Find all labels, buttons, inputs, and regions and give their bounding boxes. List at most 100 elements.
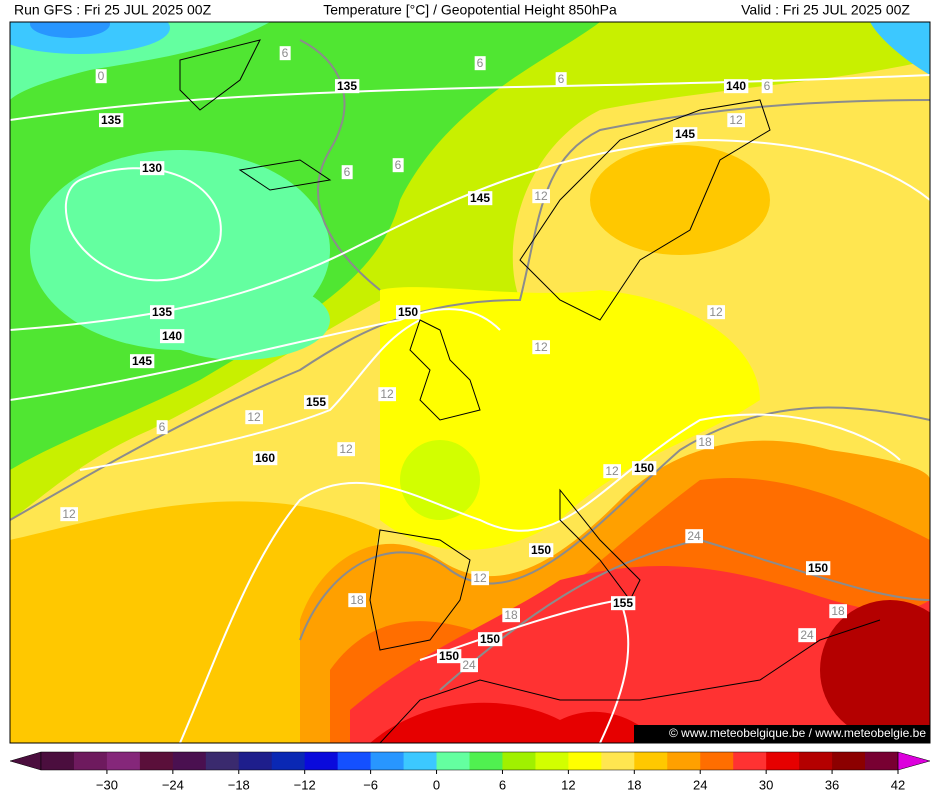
- height-label: 135: [152, 305, 172, 319]
- height-label: 140: [726, 79, 746, 93]
- coastline: [369, 529, 471, 651]
- height-contour: [179, 413, 901, 743]
- height-label: 150: [398, 305, 418, 319]
- colorbar-swatch: [73, 752, 108, 770]
- height-label: 160: [255, 451, 275, 465]
- colorbar-tick-label: 6: [499, 777, 506, 792]
- colorbar-swatch: [436, 752, 470, 770]
- height-label: 150: [439, 649, 459, 663]
- height-label: 150: [634, 461, 654, 475]
- map-frame: [9, 21, 931, 744]
- label-box: [474, 56, 486, 71]
- label-box: [95, 69, 107, 84]
- coastline: [519, 99, 771, 321]
- colorbar-swatch: [205, 752, 240, 770]
- colorbar-swatch: [865, 752, 899, 770]
- label-box: [129, 354, 155, 369]
- label-box: [436, 649, 462, 664]
- colorbar-tick-label: 30: [759, 777, 773, 792]
- label-box: [707, 305, 725, 320]
- label-box: [303, 395, 329, 410]
- temperature-label: 24: [687, 529, 701, 543]
- height-contour: [10, 138, 930, 331]
- label-box: [727, 113, 745, 128]
- colorbar-swatch: [41, 752, 75, 770]
- temperature-label: 18: [698, 435, 712, 449]
- height-label: 140: [162, 329, 182, 343]
- label-box: [348, 593, 366, 608]
- label-box: [631, 461, 657, 476]
- label-box: [98, 113, 124, 128]
- label-box: [341, 165, 353, 180]
- field: [590, 145, 770, 255]
- colorbar-swatch: [601, 752, 635, 770]
- height-label: 135: [337, 79, 357, 93]
- colorbar-swatch: [238, 752, 273, 770]
- watermark-box: [634, 725, 930, 743]
- valid-label: Valid : Fri 25 JUL 2025 00Z: [741, 2, 910, 18]
- label-box: [378, 387, 396, 402]
- height-label: 155: [613, 596, 633, 610]
- label-box: [805, 561, 831, 576]
- temperature-label: 12: [339, 442, 353, 456]
- colorbar-tick-label: 18: [627, 777, 641, 792]
- colorbar-swatch: [502, 752, 536, 770]
- colorbar-swatch: [370, 752, 405, 770]
- label-box: [610, 596, 636, 611]
- colorbar-tick-label: −6: [363, 777, 378, 792]
- label-box: [460, 658, 478, 673]
- field: [10, 501, 380, 743]
- temperature-label: 12: [380, 387, 394, 401]
- label-box: [603, 464, 621, 479]
- temperature-contour: [10, 99, 930, 521]
- contour-labels: 135 140 135 145 130 145 135 150 140 145 …: [60, 46, 847, 673]
- label-box: [139, 161, 165, 176]
- label-box: [532, 189, 550, 204]
- colorbar-swatch: [271, 752, 306, 770]
- map-title: Temperature [°C] / Geopotential Height 8…: [323, 2, 617, 18]
- temperature-label: 12: [534, 189, 548, 203]
- temperature-label: 6: [477, 56, 484, 70]
- temperature-label: 6: [558, 72, 565, 86]
- height-label: 130: [142, 161, 162, 175]
- colorbar-swatch: [766, 752, 800, 770]
- temperature-label: 6: [764, 79, 771, 93]
- height-label: 135: [101, 113, 121, 127]
- label-box: [245, 410, 263, 425]
- colorbar-swatch: [634, 752, 668, 770]
- colorbar-swatch: [700, 752, 734, 770]
- colorbar-tick-label: 36: [825, 777, 839, 792]
- label-box: [149, 305, 175, 320]
- coastline: [379, 619, 881, 743]
- label-box: [477, 632, 503, 647]
- label-box: [395, 305, 421, 320]
- temperature-label: 12: [729, 113, 743, 127]
- label-box: [159, 329, 185, 344]
- run-label: Run GFS : Fri 25 JUL 2025 00Z: [14, 2, 212, 18]
- label-box: [761, 79, 773, 94]
- temperature-label: 12: [247, 410, 261, 424]
- colorbar-tick-label: −12: [294, 777, 316, 792]
- colorbar-frame: [40, 751, 899, 771]
- label-box: [252, 451, 278, 466]
- label-box: [467, 191, 493, 206]
- colorbar-swatch: [469, 752, 503, 770]
- temperature-contour: [299, 39, 381, 291]
- temperature-label: 12: [534, 340, 548, 354]
- temperature-label: 0: [98, 69, 105, 83]
- colorbar-swatch: [172, 752, 207, 770]
- label-box: [723, 79, 749, 94]
- label-box: [334, 79, 360, 94]
- label-box: [156, 420, 168, 435]
- field: [400, 440, 480, 520]
- colorbar-swatch: [535, 752, 569, 770]
- temperature-label: 6: [159, 420, 166, 434]
- colorbar-swatch: [106, 752, 141, 770]
- coastline: [179, 39, 332, 191]
- temperature-label: 18: [350, 593, 364, 607]
- temperature-label: 24: [462, 658, 476, 672]
- height-label: 155: [306, 395, 326, 409]
- label-box: [392, 158, 404, 173]
- field: [30, 22, 110, 38]
- colorbar-tick-label: 0: [433, 777, 440, 792]
